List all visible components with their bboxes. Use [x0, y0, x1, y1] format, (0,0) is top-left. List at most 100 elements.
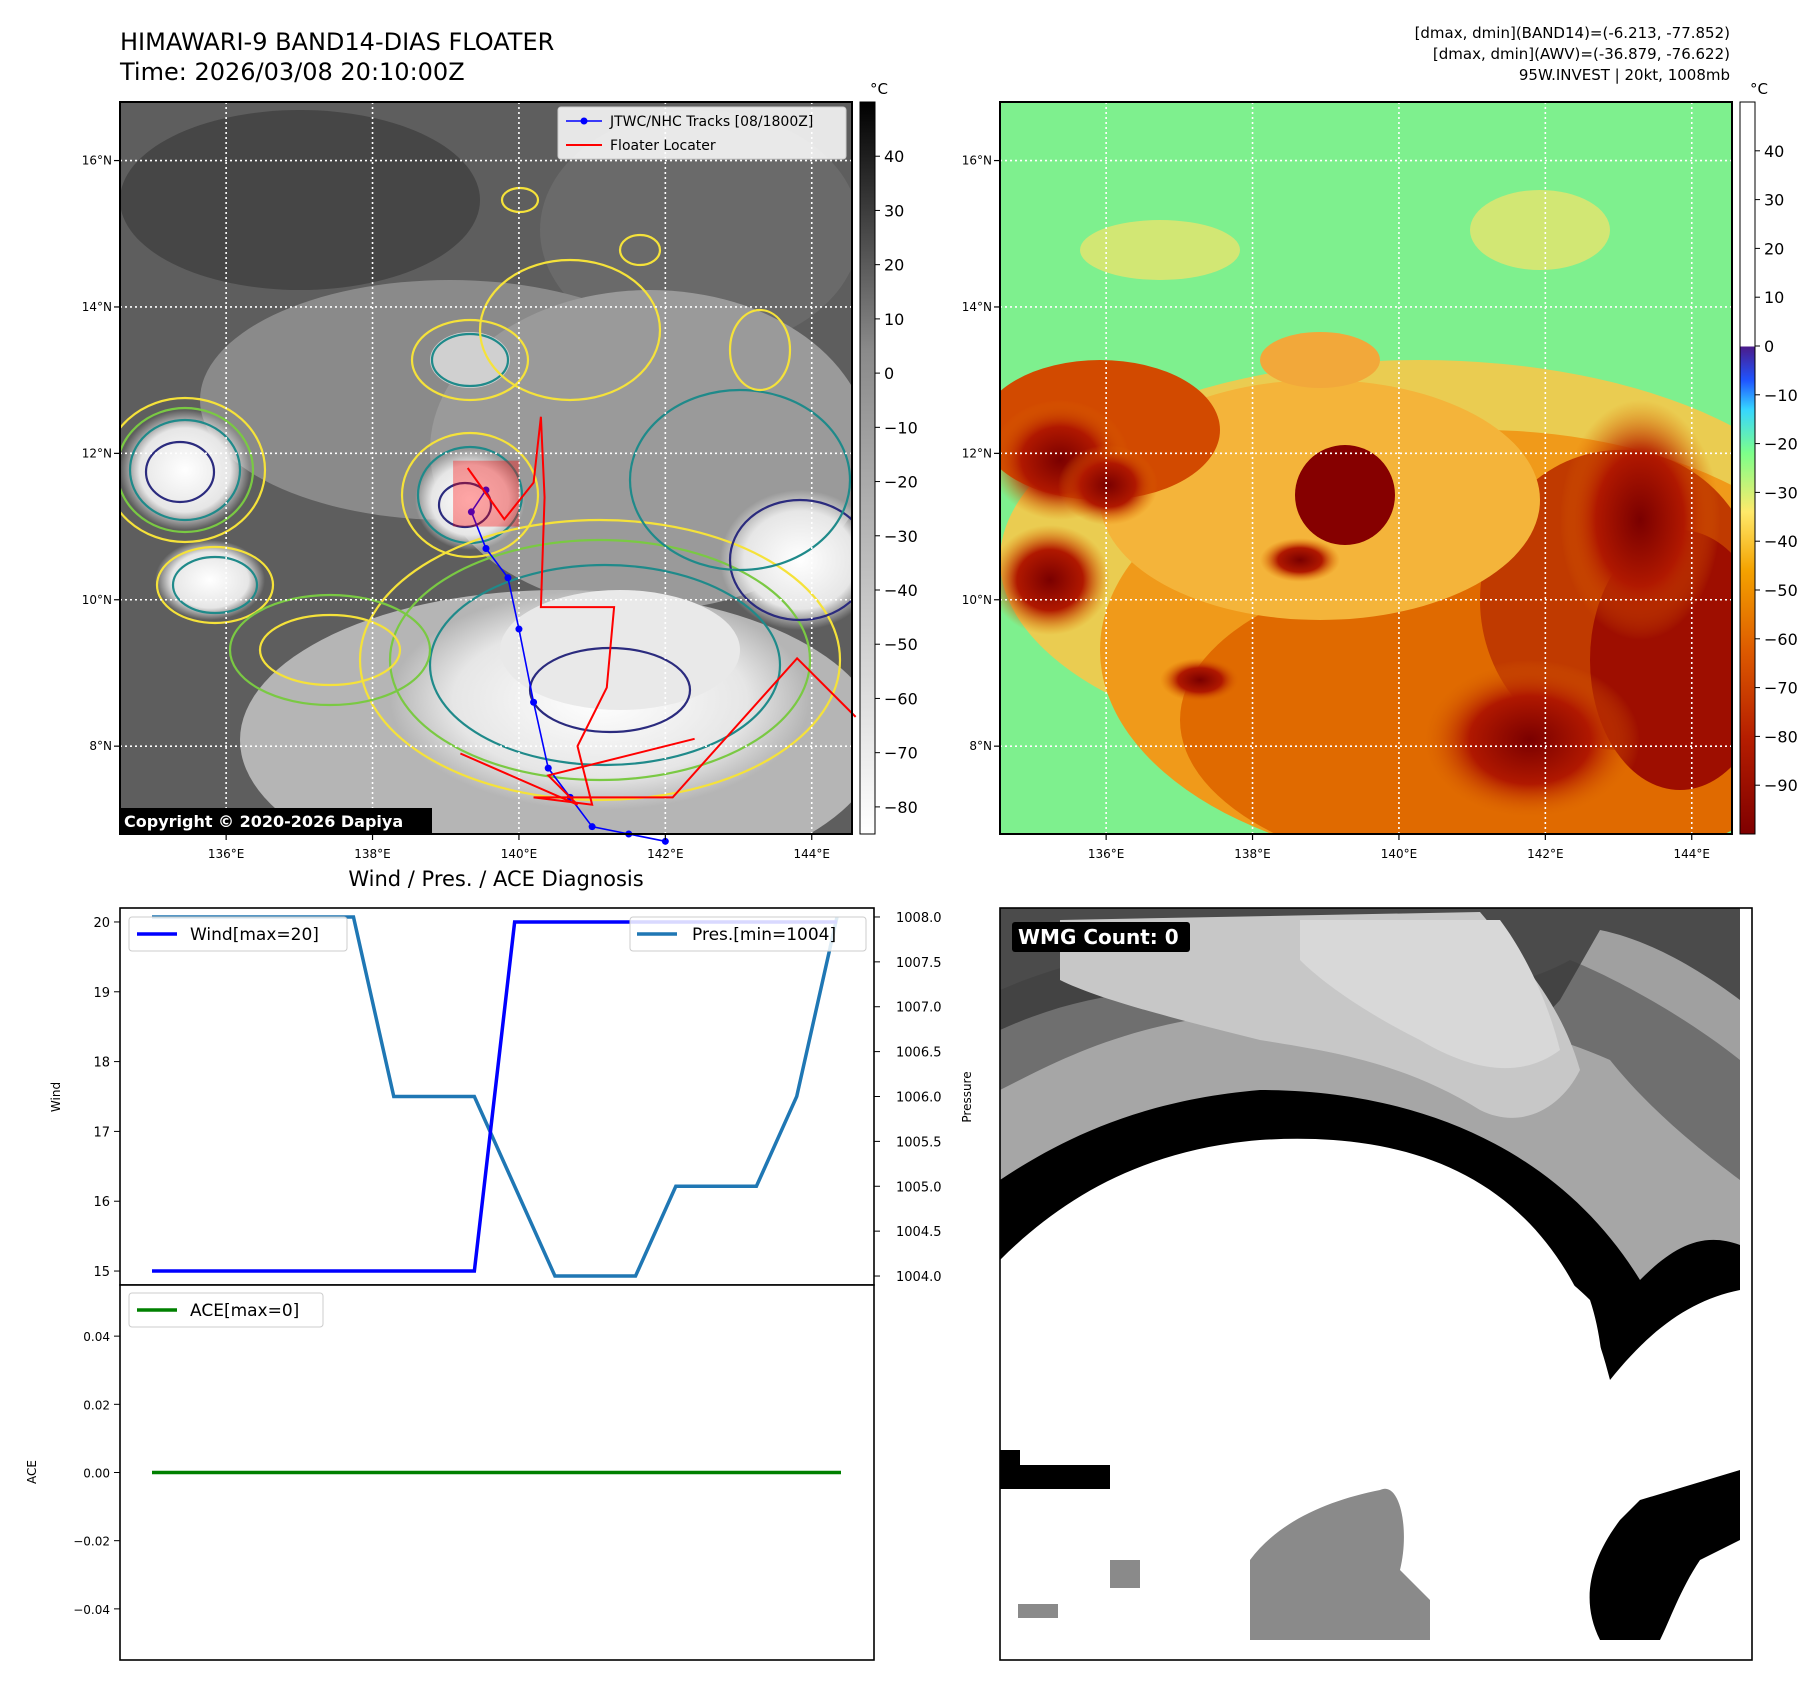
wmg-count-label: WMG Count: 0: [1018, 925, 1179, 949]
ace-tick-label: 0.00: [83, 1467, 110, 1481]
colorbar-tick-label: 10: [1764, 288, 1784, 307]
colorbar-tick-label: 40: [1764, 142, 1784, 161]
colorbar-tick-label: −60: [884, 689, 918, 708]
ir-tracks: [453, 416, 857, 845]
track-point: [661, 837, 669, 845]
pressure-legend-label: Pres.[min=1004]: [692, 925, 836, 945]
ir-lon-tick-label: 142°E: [647, 847, 684, 861]
pressure-tick-label: 1004.0: [896, 1270, 942, 1285]
colorbar-tick-label: −10: [884, 418, 918, 437]
colorbar-tick-label: 0: [1764, 337, 1774, 356]
wind-tick-label: 19: [93, 986, 110, 1001]
colorbar-tick-label: −90: [1764, 776, 1798, 795]
ir-lon-tick-label: 136°E: [208, 847, 245, 861]
copyright-box: Copyright © 2020-2026 Dapiya: [120, 808, 432, 834]
ir-lon-tick-label: 144°E: [793, 847, 830, 861]
track-point: [515, 625, 523, 633]
legend-locator-label: Floater Locater: [610, 138, 716, 154]
colorbar-tick-label: −50: [1764, 581, 1798, 600]
ir-map-frame: [119, 101, 853, 835]
colorbar-tick-label: −50: [884, 635, 918, 654]
figure-time: Time: 2026/03/08 20:10:00Z: [119, 58, 465, 86]
ir-lat-tick-label: 16°N: [82, 154, 112, 168]
awv-lon-tick-label: 144°E: [1673, 847, 1710, 861]
awv-gridlines: [1000, 102, 1732, 834]
ir-lat-tick-label: 8°N: [89, 739, 112, 753]
wind-pressure-ticks: 20 19 18 17 16 15 1008.0 1007.5 1007.0 1006.5 1006…: [93, 911, 941, 1285]
ir-colorbar-ticks: 40 30 20 10 0 −10 −20 −30 −40 −50 −60 −70 −80: [875, 147, 918, 817]
colorbar-tick-label: −70: [884, 744, 918, 763]
track-point: [588, 823, 596, 831]
track-point: [482, 545, 490, 553]
colorbar-tick-label: 10: [884, 310, 904, 329]
awv-map-frame: [999, 101, 1733, 835]
ir-imagery: [120, 102, 852, 834]
pressure-tick-label: 1004.5: [896, 1225, 942, 1240]
pressure-tick-label: 1008.0: [896, 911, 942, 926]
awv-colorbar: °C 40 30 20 10 0 −10 −20 −30 −40 −50 −60 −70 −80 −90: [1739, 80, 1798, 835]
pressure-tick-label: 1005.0: [896, 1180, 942, 1195]
awv-lat-tick-label: 8°N: [969, 739, 992, 753]
ace-tick-label: 0.02: [83, 1398, 110, 1412]
colorbar-tick-label: −70: [1764, 679, 1798, 698]
colorbar-tick-label: 30: [884, 201, 904, 220]
pressure-legend: Pres.[min=1004]: [629, 916, 867, 952]
wind-legend-label: Wind[max=20]: [190, 925, 319, 945]
track-point: [530, 698, 538, 706]
colorbar-tick-label: −30: [884, 527, 918, 546]
awv-map-panel: 136°E 138°E 140°E 142°E 144°E 16°N 14°N 12°N 10°…: [962, 101, 1733, 861]
track-point: [504, 574, 512, 582]
awv-lat-tick-label: 16°N: [962, 154, 992, 168]
ir-legend: JTWC/NHC Tracks [08/1800Z] Floater Locat…: [557, 106, 847, 160]
ir-lat-tick-label: 10°N: [82, 593, 112, 607]
wind-pressure-chart: 20 19 18 17 16 15 1008.0 1007.5 1007.0 1006.5 1006…: [49, 907, 974, 1286]
wmg-imagery: [1000, 908, 1740, 1660]
stats-line-1: [dmax, dmin](BAND14)=(-6.213, -77.852): [1415, 24, 1730, 42]
locator-line: [466, 416, 857, 806]
stats-line-3: 95W.INVEST | 20kt, 1008mb: [1519, 66, 1730, 84]
pressure-axis-label: Pressure: [960, 1071, 974, 1122]
colorbar-tick-label: 30: [1764, 191, 1784, 210]
awv-lat-tick-label: 10°N: [962, 593, 992, 607]
colorbar-tick-label: −40: [1764, 532, 1798, 551]
ir-colorbar: °C 40 30 20 10 0 −10 −20 −30 −40 −50 −60 −70 −80: [859, 80, 918, 835]
ir-tick-labels: 136°E 138°E 140°E 142°E 144°E 16°N 14°N 12°N 10°…: [82, 154, 830, 861]
awv-lon-tick-label: 142°E: [1527, 847, 1564, 861]
awv-lat-tick-label: 12°N: [962, 446, 992, 460]
wind-tick-label: 17: [93, 1125, 110, 1140]
ir-lon-tick-label: 138°E: [354, 847, 391, 861]
colorbar-tick-label: −30: [1764, 483, 1798, 502]
ace-ticks: 0.04 0.02 0.00 −0.02 −0.04: [73, 1330, 120, 1617]
colorbar-tick-label: 20: [884, 256, 904, 275]
ir-lon-tick-label: 140°E: [501, 847, 538, 861]
ace-tick-label: −0.02: [73, 1535, 110, 1549]
ace-tick-label: −0.04: [73, 1603, 110, 1617]
wmg-frame: [999, 907, 1753, 1661]
colorbar-tick-label: 20: [1764, 239, 1784, 258]
wind-tick-label: 20: [93, 916, 110, 931]
awv-lon-tick-label: 136°E: [1088, 847, 1125, 861]
pressure-tick-label: 1007.5: [896, 956, 942, 971]
pressure-tick-label: 1006.0: [896, 1091, 942, 1106]
ir-colorbar-unit: °C: [870, 80, 888, 98]
awv-lon-tick-label: 138°E: [1234, 847, 1271, 861]
legend-track-label: JTWC/NHC Tracks [08/1800Z]: [609, 114, 813, 130]
ir-gridlines: [120, 102, 852, 834]
diagnosis-title: Wind / Pres. / ACE Diagnosis: [348, 867, 643, 891]
ace-legend: ACE[max=0]: [128, 1292, 324, 1328]
ace-chart: 0.04 0.02 0.00 −0.02 −0.04 ACE ACE[max=0]: [25, 1284, 875, 1661]
track-point: [544, 764, 552, 772]
awv-imagery: [1000, 102, 1732, 834]
pressure-tick-label: 1007.0: [896, 1001, 942, 1016]
awv-lon-tick-label: 140°E: [1381, 847, 1418, 861]
colorbar-tick-label: −10: [1764, 386, 1798, 405]
colorbar-tick-label: 40: [884, 147, 904, 166]
colorbar-tick-label: −20: [1764, 435, 1798, 454]
colorbar-tick-label: −80: [884, 798, 918, 817]
colorbar-tick-label: −40: [884, 581, 918, 600]
figure-title: HIMAWARI-9 BAND14-DIAS FLOATER: [120, 28, 554, 56]
pressure-tick-label: 1006.5: [896, 1046, 942, 1061]
colorbar-tick-label: −60: [1764, 630, 1798, 649]
pressure-tick-label: 1005.5: [896, 1135, 942, 1150]
